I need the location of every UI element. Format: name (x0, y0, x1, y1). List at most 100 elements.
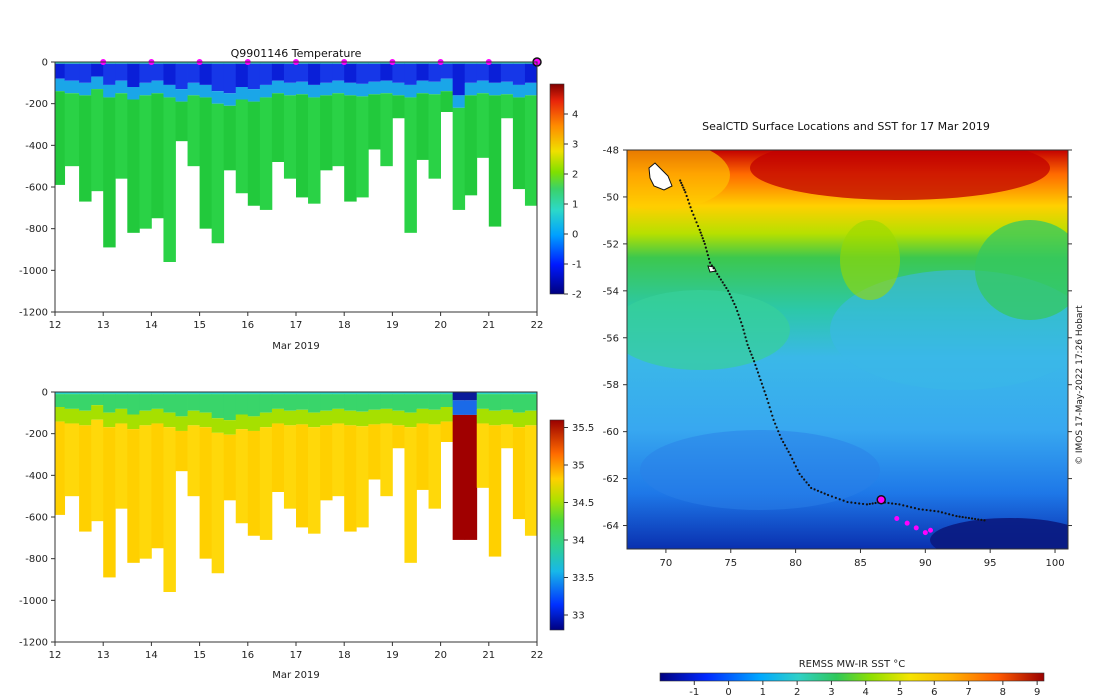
sst-tick-label: 4 (863, 687, 869, 698)
track-point (780, 437, 783, 440)
profile-deep-cell (115, 423, 128, 509)
profile-deep-cell (271, 423, 285, 492)
profile-deep-cell (500, 94, 514, 119)
profile-fresh-layer-cell (428, 394, 441, 410)
profile-fresh-layer-cell (175, 394, 188, 417)
track-point (765, 397, 769, 400)
profile-surface-cell (151, 62, 164, 64)
profile-surface-cell (235, 62, 249, 64)
profile-deep-cell (428, 424, 441, 509)
profile-halocline-cell (488, 410, 502, 426)
profile-cold-layer-cell (163, 63, 176, 85)
profile-halocline-cell (512, 412, 526, 428)
profile-deep-cell (416, 423, 429, 490)
track-point (716, 272, 719, 276)
y-tick-label: -200 (25, 99, 48, 110)
salinity-xlabel: Mar 2019 (272, 670, 320, 681)
profile-surface-cell (452, 62, 466, 64)
profile-deep-cell (103, 427, 116, 578)
track-point (961, 515, 964, 519)
profile-transition-cell (91, 76, 104, 90)
profile-fresh-layer-cell (416, 394, 429, 409)
profile-cold-layer-cell (235, 63, 249, 87)
profile-deep-cell (332, 93, 345, 167)
track-point (742, 328, 745, 331)
profile-halocline-cell (91, 405, 104, 420)
y-tick-label: -800 (25, 554, 48, 565)
profile-cold-layer-cell (416, 63, 429, 81)
y-tick-label: -1200 (19, 308, 48, 319)
salinity-y-ticks: 0 -200 -400 -600 -800 -1000 -1200 (19, 388, 55, 649)
profile-cold-layer-cell (283, 63, 297, 83)
profile-fresh-layer-cell (380, 394, 393, 409)
salinity-colorbar (549, 419, 565, 631)
profile-cold-layer-cell (488, 63, 502, 83)
profile-cold-layer-cell (296, 63, 309, 82)
map-lat-ticks: -48 -50 -52 -54 -56 -58 -60 -62 -64 (603, 146, 1072, 532)
profile-deep-cell (488, 425, 502, 557)
track-point (805, 481, 808, 484)
profile-deep-cell (151, 423, 164, 549)
profile-deep-cell (151, 93, 164, 219)
profile-deep-cell (476, 93, 490, 158)
x-tick-label: 16 (241, 320, 254, 331)
profile-halocline-cell (428, 409, 441, 425)
profile-surface-cell (392, 62, 405, 64)
profile-halocline-cell (247, 416, 261, 431)
seal-track (679, 179, 986, 536)
sst-tick-label: 3 (828, 687, 834, 698)
x-tick-label: 14 (145, 320, 158, 331)
profile-fresh-layer-cell (283, 394, 297, 411)
track-point (874, 501, 877, 505)
track-point (787, 450, 790, 453)
profile-cold-layer-cell (91, 63, 104, 77)
profile-transition-cell (332, 80, 345, 94)
track-point (958, 515, 961, 518)
temperature-x-ticks: 12 13 14 15 16 17 18 19 20 21 22 (49, 312, 544, 331)
track-point (706, 254, 710, 257)
profile-fresh-layer-cell (440, 394, 454, 407)
profile-cold-layer-cell (175, 63, 188, 90)
track-point (759, 378, 762, 382)
profile-cold-layer-cell (199, 63, 213, 85)
profile-transition-cell (488, 82, 502, 96)
track-point (902, 504, 905, 507)
profile-cold-layer-cell (524, 63, 538, 83)
profile-surface-cell (380, 392, 393, 395)
profile-transition-cell (440, 78, 454, 92)
sst-colorbar (659, 672, 1045, 682)
profile-surface-cell (187, 392, 200, 395)
profile-deep-cell (332, 423, 345, 497)
x-tick-label: 22 (531, 320, 544, 331)
profile-surface-cell (512, 392, 526, 395)
track-point (740, 321, 743, 324)
profile-surface-cell (199, 392, 213, 395)
track-point (820, 491, 823, 494)
track-point (681, 184, 684, 187)
profile-halocline-cell (235, 414, 249, 430)
profile-halocline-cell (259, 412, 273, 428)
track-point (699, 231, 702, 234)
profile-transition-cell (79, 82, 92, 96)
track-point (760, 382, 763, 385)
profile-deep-cell (211, 103, 225, 244)
track-point (734, 306, 738, 309)
profile-surface-cell (115, 62, 128, 64)
colorbar-tick-label: 3 (572, 140, 578, 151)
profile-surface-cell (211, 392, 225, 395)
map-title: SealCTD Surface Locations and SST for 17… (702, 120, 990, 133)
profile-deep-cell (199, 97, 213, 229)
profile-surface-cell (308, 62, 321, 64)
track-point (937, 510, 940, 513)
profile-deep-cell (115, 93, 128, 179)
x-tick-label: 14 (145, 650, 158, 661)
lat-tick-label: -60 (603, 427, 619, 438)
profile-halocline-cell (271, 408, 285, 424)
profile-anomalous-deep-cell (452, 414, 466, 540)
track-point (705, 250, 708, 253)
profile-fresh-layer-cell (356, 394, 369, 412)
profile-transition-cell (199, 84, 213, 98)
profile-surface-cell (404, 62, 417, 64)
profile-surface-cell (476, 62, 490, 64)
profile-transition-cell (476, 80, 490, 94)
